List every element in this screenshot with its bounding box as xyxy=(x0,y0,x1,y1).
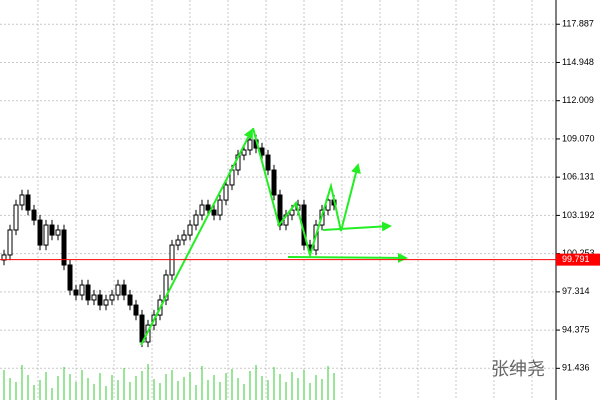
y-tick-label: 106.131 xyxy=(562,172,595,182)
candle-body xyxy=(199,204,205,216)
candle-body xyxy=(37,219,43,246)
candle-body xyxy=(67,264,73,291)
candle-body xyxy=(133,304,139,316)
candle-body xyxy=(241,149,247,156)
candle-body xyxy=(247,139,253,151)
candle-body xyxy=(121,284,127,296)
candle-body xyxy=(271,169,277,196)
candle-body xyxy=(265,154,271,171)
candle-body xyxy=(187,224,193,236)
candle-body xyxy=(97,294,103,306)
y-tick-label: 109.070 xyxy=(562,133,595,143)
y-tick-label: 94.375 xyxy=(562,324,590,334)
candle-body xyxy=(139,314,145,343)
candle-body xyxy=(31,209,37,221)
candle-body xyxy=(163,274,169,301)
candle-body xyxy=(109,294,115,301)
watermark: 张绅尧 xyxy=(491,359,545,380)
candle-body xyxy=(7,229,13,256)
candle-body xyxy=(181,234,187,241)
candle-body xyxy=(73,289,79,296)
candles xyxy=(1,134,337,348)
candle-body xyxy=(61,229,67,266)
trend-arrow xyxy=(287,252,408,263)
trend-arrow xyxy=(140,128,253,346)
candle-body xyxy=(43,224,49,246)
y-tick-label: 100.253 xyxy=(562,248,595,258)
candle-body xyxy=(193,214,199,226)
candle-body xyxy=(25,194,31,211)
candle-body xyxy=(85,284,91,301)
candle-body xyxy=(55,229,61,236)
y-tick-label: 117.887 xyxy=(562,19,594,29)
candle-body xyxy=(205,204,211,211)
candle-body xyxy=(79,284,85,296)
trend-arrow xyxy=(322,221,392,232)
candle-body xyxy=(127,294,133,306)
annotations xyxy=(140,127,408,346)
y-tick-label: 97.314 xyxy=(562,286,590,296)
candle-body xyxy=(19,194,25,206)
current-price-box xyxy=(556,253,600,266)
candle-body xyxy=(211,209,217,216)
y-tick-label: 91.436 xyxy=(562,363,590,373)
y-tick-label: 103.192 xyxy=(562,210,595,220)
y-tick-label: 112.009 xyxy=(562,95,594,105)
candle-body xyxy=(49,224,55,236)
candle-body xyxy=(13,204,19,231)
price-axis: 117.887 114.948 112.009 109.070 106.131 103.1… xyxy=(0,19,600,373)
trend-arrow xyxy=(252,127,361,259)
y-tick-label: 114.948 xyxy=(562,57,594,67)
candle-body xyxy=(289,209,295,216)
candle-body xyxy=(175,239,181,246)
candle-body xyxy=(91,294,97,301)
candle-body xyxy=(217,199,223,216)
candle-body xyxy=(103,299,109,306)
current-price-label: 99.791 xyxy=(562,254,590,264)
candle-body xyxy=(223,184,229,201)
volume xyxy=(3,364,335,400)
grid xyxy=(0,0,556,400)
candle-body xyxy=(115,284,121,296)
